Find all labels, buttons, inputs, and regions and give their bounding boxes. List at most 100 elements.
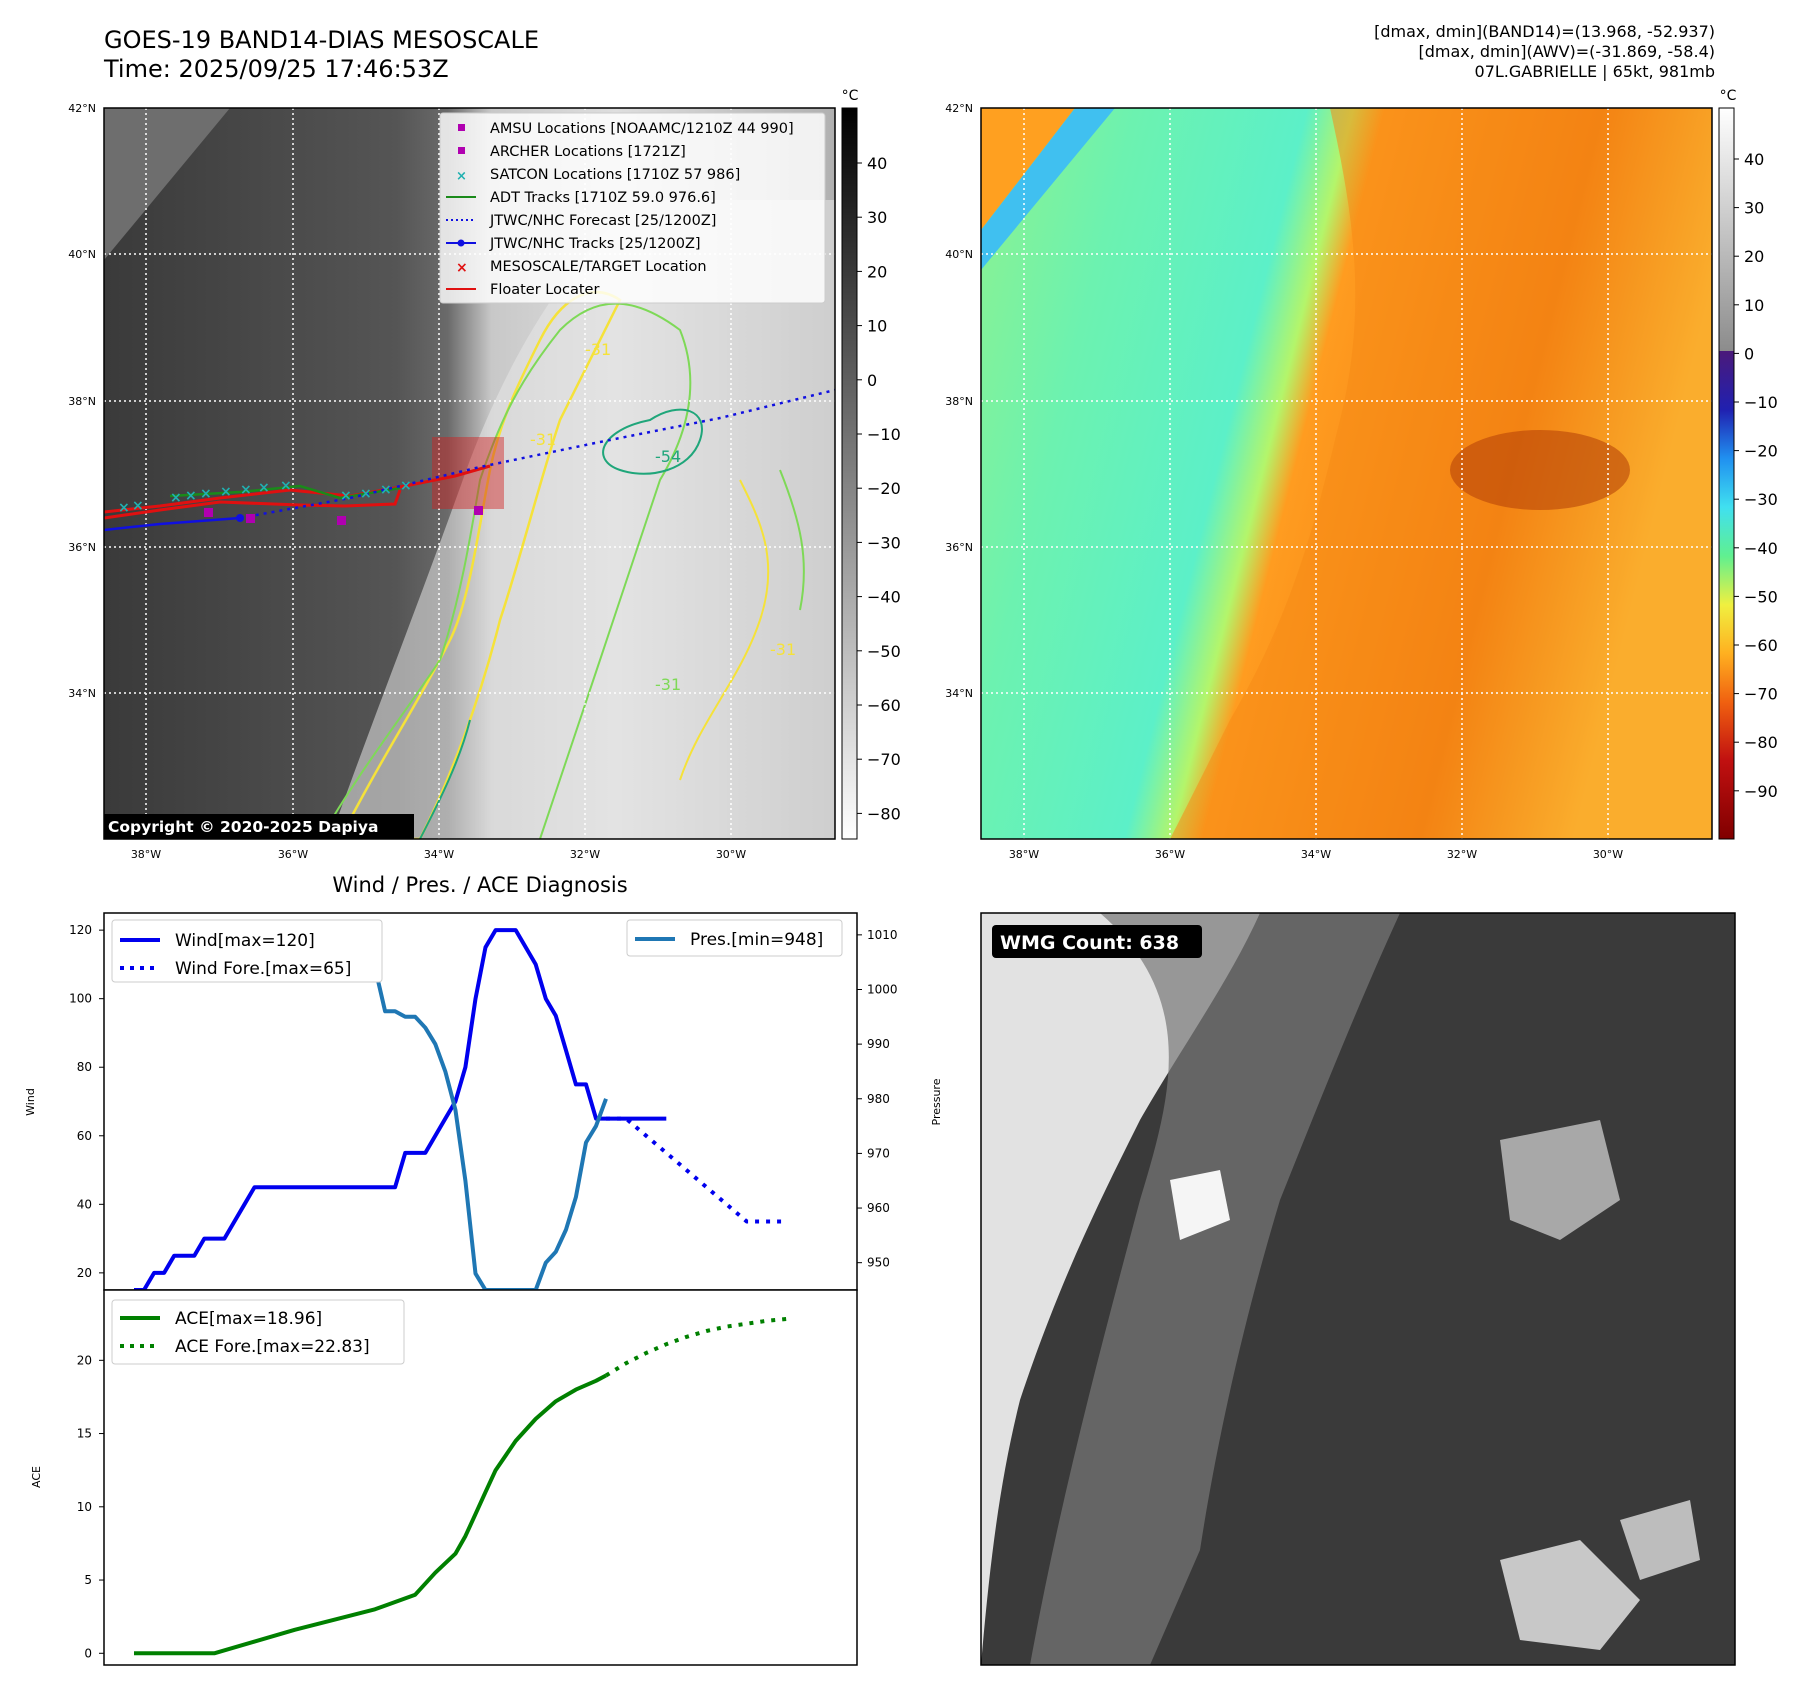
colorbar-tick-label: −40: [867, 588, 901, 607]
awv-map-panel: 42°N 40°N 38°N 36°N 34°N 38°W 36°W 34°W …: [945, 102, 1713, 861]
svg-text:34°N: 34°N: [945, 687, 973, 700]
y-tick-label: 15: [77, 1427, 92, 1441]
awv-colorbar: °C 40 30 20 10 0 −10 −20 −30 −40 −50 −60 −70 −80 −90: [1718, 88, 1778, 840]
wmg-light-region: [981, 913, 1260, 1665]
pressure-legend: Pres.[min=948]: [626, 919, 843, 957]
legend-archer-marker: [458, 147, 465, 154]
awv-dry-region: [1170, 108, 1712, 839]
svg-text:36°W: 36°W: [278, 848, 308, 861]
series-line-ace-0: [134, 1373, 607, 1656]
svg-text:34°W: 34°W: [424, 848, 454, 861]
pressure-ylabel: Pressure: [930, 1078, 943, 1125]
stats-line-3: 07L.GABRIELLE | 65kt, 981mb: [1474, 62, 1715, 81]
y2-tick-label: 1010: [867, 928, 898, 942]
colorbar-tick-label: 40: [1744, 150, 1764, 169]
ir-corner-shade: [104, 108, 230, 260]
colorbar-tick-label: −70: [1744, 685, 1778, 704]
colorbar-tick-label: −50: [1744, 587, 1778, 606]
y2-tick-label: 980: [867, 1092, 890, 1106]
awv-lat-labels: 42°N 40°N 38°N 36°N 34°N: [945, 102, 973, 700]
contour-green-2: [779, 469, 805, 611]
svg-text:40°N: 40°N: [68, 248, 96, 261]
svg-text:34°N: 34°N: [68, 687, 96, 700]
wmg-patch-3: [1170, 1170, 1230, 1240]
svg-text:×: ×: [200, 486, 212, 502]
legend-satcon-marker: ×: [456, 169, 467, 184]
colorbar-tick-label: −30: [867, 533, 901, 552]
series-line-wind-1: [606, 1116, 787, 1224]
colorbar-tick-label: 20: [1744, 247, 1764, 266]
legend-satcon-label: SATCON Locations [1710Z 57 986]: [490, 167, 740, 183]
svg-text:×: ×: [360, 486, 372, 502]
contour-green-1: [319, 302, 692, 839]
title-line-2: Time: 2025/09/25 17:46:53Z: [104, 55, 449, 83]
ir-lat-labels: 42°N 40°N 38°N 36°N 34°N: [68, 102, 96, 700]
y-tick-label: 0: [84, 1646, 92, 1660]
wmg-mid-region: [1030, 913, 1400, 1665]
y-tick-label: 120: [69, 923, 92, 937]
legend-target-marker: ×: [456, 260, 468, 276]
colorbar-tick-label: −20: [1744, 442, 1778, 461]
legend-adt-label: ADT Tracks [1710Z 59.0 976.6]: [490, 190, 716, 206]
y2-tick-label: 1000: [867, 982, 898, 996]
legend-amsu-marker: [458, 124, 465, 131]
colorbar-tick-label: 10: [1744, 296, 1764, 315]
legend-floater-label: Floater Locater: [490, 282, 599, 298]
ir-colorbar-unit: °C: [842, 88, 859, 104]
y-tick-label: 60: [77, 1129, 92, 1143]
colorbar-tick-label: 30: [1744, 199, 1764, 218]
y-tick-label: 20: [77, 1353, 92, 1367]
colorbar-tick-label: −80: [1744, 733, 1778, 752]
ace-ylabel: ACE: [30, 1466, 43, 1488]
copyright-text: Copyright © 2020-2025 Dapiya: [108, 818, 378, 836]
contour-label-3: -54: [655, 447, 681, 466]
svg-text:36°N: 36°N: [68, 541, 96, 554]
svg-text:42°N: 42°N: [68, 102, 96, 115]
legend-amsu-label: AMSU Locations [NOAAMC/1210Z 44 990]: [490, 121, 794, 137]
legend-forecast-label: JTWC/NHC Forecast [25/1200Z]: [489, 213, 716, 229]
awv-map-frame: [980, 107, 1713, 840]
y-tick-label: 80: [77, 1060, 92, 1074]
storm-stats: [dmax, dmin](BAND14)=(13.968, -52.937) […: [1374, 22, 1715, 82]
series-line-wind-0: [134, 928, 667, 1292]
svg-text:32°W: 32°W: [570, 848, 600, 861]
contour-yellow-2: [679, 479, 770, 781]
stats-line-2: [dmax, dmin](AWV)=(-31.869, -58.4): [1418, 42, 1715, 61]
colorbar-tick-label: −30: [1744, 490, 1778, 509]
diagnosis-title: Wind / Pres. / ACE Diagnosis: [332, 873, 627, 897]
y-tick-label: 10: [77, 1500, 92, 1514]
awv-colorbar-ticks: 40 30 20 10 0 −10 −20 −30 −40 −50 −60 −70 −80 −90: [1734, 150, 1778, 801]
wmg-patch-4: [1620, 1500, 1700, 1580]
ir-colorbar-ticks: 40 30 20 10 0 −10 −20 −30 −40 −50 −60 −70 −80: [857, 154, 901, 823]
svg-text:×: ×: [170, 490, 182, 506]
wmg-patch-2: [1500, 1540, 1640, 1650]
svg-text:×: ×: [340, 488, 352, 504]
colorbar-tick-label: 0: [867, 371, 877, 390]
y2-tick-label: 970: [867, 1146, 890, 1160]
jtwc-nhc-forecast: [239, 388, 835, 520]
colorbar-tick-label: 20: [867, 262, 887, 281]
svg-text:×: ×: [280, 478, 292, 494]
legend-tracks-label: JTWC/NHC Tracks [25/1200Z]: [489, 236, 701, 252]
legend-archer-label: ARCHER Locations [1721Z]: [490, 144, 686, 160]
colorbar-tick-label: −10: [867, 425, 901, 444]
awv-corner-blue: [981, 108, 1115, 270]
ace-legend-label: ACE[max=18.96]: [175, 1309, 322, 1329]
ace-chart: 0 5 10 15 20 ACE ACE[max=18.96] ACE Fore.[ma…: [30, 1289, 858, 1666]
svg-text:38°N: 38°N: [68, 395, 96, 408]
y-tick-label: 100: [69, 992, 92, 1006]
colorbar-tick-label: 30: [867, 208, 887, 227]
title-line-1: GOES-19 BAND14-DIAS MESOSCALE: [104, 26, 540, 54]
wmg-patch-1: [1500, 1120, 1620, 1240]
svg-text:×: ×: [220, 484, 232, 500]
floater-locater-track-2: [104, 489, 402, 520]
wmg-count-label: WMG Count: 638: [1000, 932, 1179, 954]
wind-ylabel: Wind: [24, 1088, 37, 1116]
svg-text:×: ×: [185, 488, 197, 504]
y-tick-label: 5: [84, 1573, 92, 1587]
y-tick-label: 40: [77, 1197, 92, 1211]
svg-text:30°W: 30°W: [716, 848, 746, 861]
svg-text:32°W: 32°W: [1447, 848, 1477, 861]
svg-text:34°W: 34°W: [1301, 848, 1331, 861]
svg-text:36°N: 36°N: [945, 541, 973, 554]
